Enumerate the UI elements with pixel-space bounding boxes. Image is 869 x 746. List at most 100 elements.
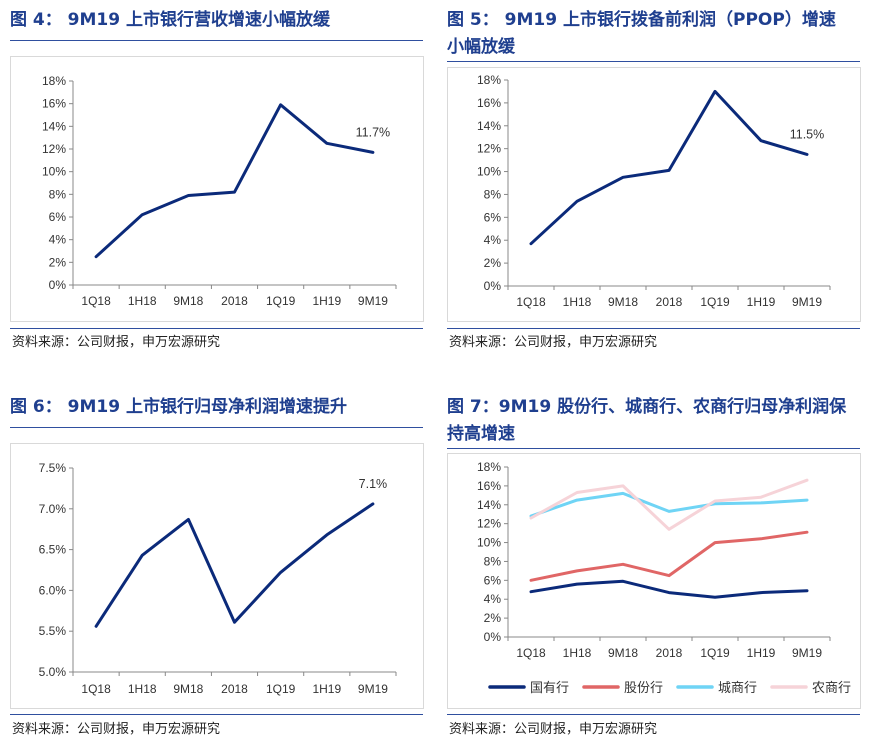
x-tick-label: 1H18 [128,294,157,308]
legend-label: 股份行 [624,680,663,695]
x-tick-label: 9M19 [792,646,822,660]
y-tick-label: 0% [49,278,67,292]
x-tick-label: 1H19 [747,295,776,309]
y-tick-label: 4% [484,592,502,606]
figure-5-chart-svg: 0% 2% 4% 6% 8% 10% 12% 14% 16% 18% 1Q18 1H18 9M18 201… [477,73,831,309]
x-tick-label: 9M18 [173,682,203,696]
figure-4-title: 图 4： 9M19 上市银行营收增速小幅放缓 [10,7,330,34]
y-tick-label: 14% [477,498,501,512]
y-tick-label: 8% [49,187,67,201]
y-tick-label: 6.0% [39,583,67,597]
y-tick-label: 18% [42,74,66,88]
figure-6-chart: 5.0% 5.5% 6.0% 6.5% 7.0% 7.5% 1Q18 1H18 9M18 2018… [10,443,424,709]
x-tick-label: 9M18 [608,646,638,660]
series-line-4 [529,478,809,531]
x-tick-label: 1Q19 [700,295,730,309]
y-tick-label: 12% [477,142,501,156]
y-tick-label: 18% [477,460,501,474]
figure-7-title-line-1: 图 7：9M19 股份行、城商行、农商行归母净利润保 [447,397,847,417]
y-tick-label: 8% [484,187,502,201]
x-tick-label: 9M18 [173,294,203,308]
y-tick-label: 14% [477,119,501,133]
y-tick-label: 16% [477,96,501,110]
figure-6-title-rule [10,427,423,428]
figure-6-title-line-1: 图 6： 9M19 上市银行归母净利润增速提升 [10,397,347,417]
series-line-2 [529,530,809,582]
y-tick-label: 16% [477,479,501,493]
x-tick-label: 1H18 [563,295,592,309]
figure-6-chart-svg: 5.0% 5.5% 6.0% 6.5% 7.0% 7.5% 1Q18 1H18 9M18 2018… [39,461,397,696]
legend-label: 国有行 [530,680,569,695]
y-tick-label: 5.5% [39,624,67,638]
figure-5-title: 图 5： 9M19 上市银行拨备前利润（PPOP）增速 小幅放缓 [447,7,836,61]
figure-6-title: 图 6： 9M19 上市银行归母净利润增速提升 [10,394,347,421]
y-tick-label: 2% [484,611,502,625]
x-tick-label: 1Q18 [81,682,111,696]
data-label-annotation: 7.1% [359,477,388,491]
x-tick-label: 1Q18 [516,295,546,309]
y-tick-label: 6% [484,210,502,224]
x-tick-label: 9M19 [792,295,822,309]
x-tick-label: 1Q18 [516,646,546,660]
figure-5-title-rule [447,61,860,62]
x-tick-label: 1Q18 [81,294,111,308]
x-tick-label: 9M19 [358,294,388,308]
figure-6-source-rule [10,714,423,715]
y-tick-label: 6% [484,573,502,587]
figure-5-source: 资料来源：公司财报，申万宏源研究 [449,335,658,350]
figure-4-title-line-1: 图 4： 9M19 上市银行营收增速小幅放缓 [10,10,330,30]
y-tick-label: 0% [484,279,502,293]
figure-7-source-rule [447,714,860,715]
data-label-annotation: 11.5% [790,127,825,141]
figure-4-chart-svg: 0% 2% 4% 6% 8% 10% 12% 14% 16% 18% 1Q18 1H18 9M18 201… [42,74,397,308]
y-tick-label: 4% [49,233,67,247]
series-line-3 [529,491,809,518]
legend-label: 城商行 [718,680,757,695]
figure-5-title-line-1: 图 5： 9M19 上市银行拨备前利润（PPOP）增速 [447,10,836,30]
figure-7-source: 资料来源：公司财报，申万宏源研究 [449,722,658,737]
series-line-1 [529,579,809,599]
figure-5-source-rule [447,328,860,329]
y-tick-label: 5.0% [39,665,67,679]
series-line-1 [94,103,375,259]
figure-7-title-rule [447,448,860,449]
x-tick-label: 1H18 [563,646,592,660]
series-line-1 [94,502,375,628]
x-tick-label: 1H19 [312,682,341,696]
figure-7-chart-svg: 0% 2% 4% 6% 8% 10% 12% 14% 16% 18% 1Q18 1H18 9M18 201… [477,460,851,695]
figure-5-title-line-2: 小幅放缓 [447,37,515,57]
x-tick-label: 2018 [656,295,683,309]
y-tick-label: 18% [477,73,501,87]
legend-label: 农商行 [812,680,851,695]
x-tick-label: 2018 [221,294,248,308]
figure-4-source-rule [10,328,423,329]
x-tick-label: 1H18 [128,682,157,696]
figure-4-chart: 0% 2% 4% 6% 8% 10% 12% 14% 16% 18% 1Q18 1H18 9M18 201… [10,56,424,322]
x-tick-label: 1Q19 [700,646,730,660]
y-tick-label: 10% [477,536,501,550]
y-tick-label: 6.5% [39,543,67,557]
figure-5-chart: 0% 2% 4% 6% 8% 10% 12% 14% 16% 18% 1Q18 1H18 9M18 201… [447,67,861,322]
x-tick-label: 1Q19 [266,682,296,696]
y-tick-label: 7.0% [39,502,67,516]
y-tick-label: 2% [49,255,67,269]
x-tick-label: 2018 [656,646,683,660]
y-tick-label: 10% [42,165,66,179]
figure-7-title: 图 7：9M19 股份行、城商行、农商行归母净利润保 持高增速 [447,394,846,448]
y-tick-label: 0% [484,630,502,644]
figure-6-source: 资料来源：公司财报，申万宏源研究 [12,722,221,737]
x-tick-label: 1Q19 [266,294,296,308]
y-tick-label: 7.5% [39,461,67,475]
x-tick-label: 9M19 [358,682,388,696]
y-tick-label: 6% [49,210,67,224]
y-tick-label: 2% [484,256,502,270]
y-tick-label: 12% [42,142,66,156]
x-tick-label: 9M18 [608,295,638,309]
y-tick-label: 10% [477,165,501,179]
figure-7-title-line-2: 持高增速 [447,424,515,444]
y-tick-label: 8% [484,554,502,568]
y-tick-label: 4% [484,233,502,247]
series-line-1 [529,89,809,246]
figure-4-source: 资料来源：公司财报，申万宏源研究 [12,335,221,350]
y-tick-label: 12% [477,517,501,531]
